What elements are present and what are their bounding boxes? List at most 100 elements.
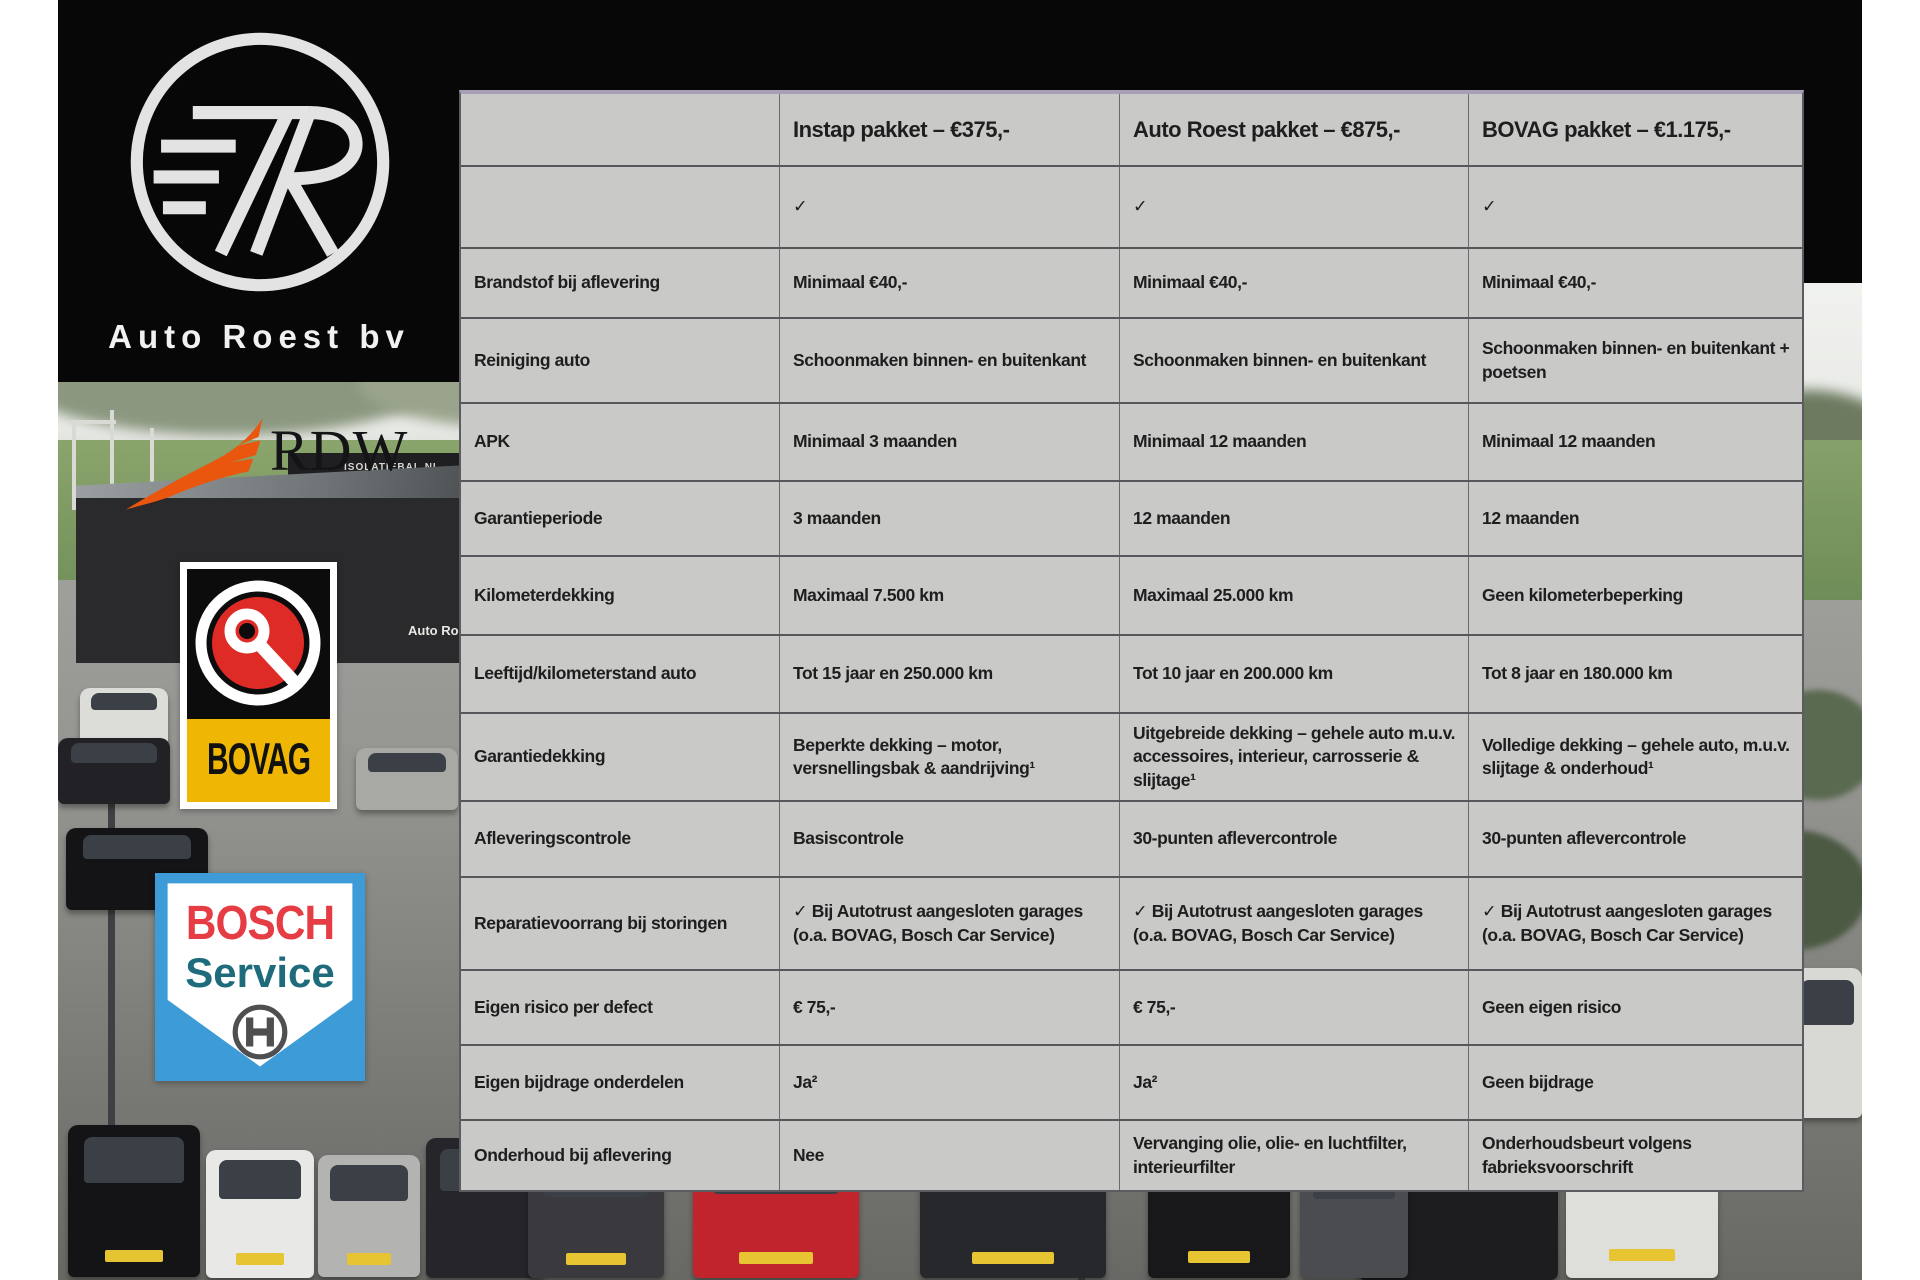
car-window bbox=[368, 752, 446, 772]
gantry-structure bbox=[70, 420, 116, 424]
table-row: Afleveringscontrole Basiscontrole 30-punte… bbox=[461, 802, 1802, 878]
parked-car bbox=[356, 748, 458, 810]
table-cell: 30-punten aflevercontrole bbox=[1120, 802, 1469, 876]
row-label: Reparatievoorrang bij storingen bbox=[461, 878, 780, 969]
row-label: Eigen risico per defect bbox=[461, 971, 780, 1044]
corner-cell bbox=[461, 94, 780, 165]
license-plate bbox=[346, 1252, 392, 1265]
table-cell: ✓ Bij Autotrust aangesloten garages (o.a… bbox=[1482, 901, 1772, 945]
row-label: Onderhoud bij aflevering bbox=[461, 1121, 780, 1190]
table-cell: Ja² bbox=[1120, 1046, 1469, 1119]
table-cell: Minimaal 3 maanden bbox=[780, 404, 1120, 480]
table-row: ✓ ✓ ✓ bbox=[461, 167, 1802, 249]
table-cell: Onderhoudsbeurt volgens fabrieksvoorschr… bbox=[1482, 1133, 1692, 1177]
table-cell: Minimaal 12 maanden bbox=[1120, 404, 1469, 480]
car-window bbox=[71, 743, 157, 764]
column-header: Instap pakket – €375,- bbox=[780, 94, 1120, 165]
bovag-wordmark: BOVAG bbox=[206, 735, 311, 785]
table-row: Eigen bijdrage onderdelen Ja² Ja² Geen bijd… bbox=[461, 1046, 1802, 1121]
table-cell: ✓ bbox=[1120, 167, 1469, 247]
table-cell: Schoonmaken binnen- en buitenkant + poet… bbox=[1482, 338, 1790, 382]
car-window bbox=[83, 834, 191, 860]
row-label: Afleveringscontrole bbox=[461, 802, 780, 876]
table-cell: Geen kilometerbeperking bbox=[1482, 584, 1683, 605]
car-window bbox=[90, 692, 158, 711]
license-plate bbox=[236, 1253, 284, 1266]
gantry-structure bbox=[72, 420, 76, 510]
parked-car bbox=[68, 1125, 200, 1277]
rdw-wing-icon bbox=[125, 418, 263, 510]
table-row: Garantieperiode 3 maanden 12 maanden 12 maa… bbox=[461, 482, 1802, 557]
table-cell: Ja² bbox=[780, 1046, 1120, 1119]
table-cell: Tot 10 jaar en 200.000 km bbox=[1120, 636, 1469, 712]
table-row: Garantiedekking Beperkte dekking – motor,… bbox=[461, 714, 1802, 802]
parked-car bbox=[80, 688, 168, 746]
bosch-service-logo: BOSCH Service bbox=[155, 873, 365, 1081]
table-cell: Tot 8 jaar en 180.000 km bbox=[1482, 663, 1673, 684]
table-cell: Basiscontrole bbox=[780, 802, 1120, 876]
table-cell: Minimaal €40,- bbox=[1120, 249, 1469, 317]
table-cell: Minimaal 12 maanden bbox=[1482, 431, 1656, 452]
auto-roest-logo: Auto Roest bv bbox=[58, 0, 460, 382]
row-label: Eigen bijdrage onderdelen bbox=[461, 1046, 780, 1119]
table-cell: € 75,- bbox=[780, 971, 1120, 1044]
bovag-emblem bbox=[187, 569, 330, 719]
car-window bbox=[218, 1160, 302, 1199]
table-cell: Uitgebreide dekking – gehele auto m.u.v.… bbox=[1120, 714, 1469, 800]
gantry-structure bbox=[150, 428, 154, 508]
table-row: Onderhoud bij aflevering Nee Vervanging ol… bbox=[461, 1121, 1802, 1190]
column-header: BOVAG pakket – €1.175,- bbox=[1482, 116, 1731, 142]
license-plate bbox=[739, 1252, 813, 1265]
table-cell: Volledige dekking – gehele auto, m.u.v. … bbox=[1482, 734, 1790, 778]
parked-car bbox=[58, 738, 170, 804]
table-cell: Maximaal 25.000 km bbox=[1120, 557, 1469, 634]
license-plate bbox=[566, 1253, 626, 1265]
bovag-wheel-icon bbox=[195, 580, 321, 706]
row-label: Garantieperiode bbox=[461, 482, 780, 555]
row-label: Brandstof bij aflevering bbox=[461, 249, 780, 317]
table-cell: 30-punten aflevercontrole bbox=[1482, 828, 1686, 849]
table-row: Reiniging auto Schoonmaken binnen- en bui… bbox=[461, 319, 1802, 404]
table-cell: Minimaal €40,- bbox=[780, 249, 1120, 317]
car-window bbox=[330, 1164, 408, 1202]
table-cell: Schoonmaken binnen- en buitenkant bbox=[1120, 319, 1469, 402]
parked-car bbox=[1793, 968, 1862, 1118]
table-cell: 3 maanden bbox=[780, 482, 1120, 555]
table-row: Reparatievoorrang bij storingen ✓ Bij Aut… bbox=[461, 878, 1802, 971]
car-window bbox=[1801, 980, 1854, 1025]
license-plate bbox=[104, 1249, 164, 1262]
car-window bbox=[83, 1137, 185, 1183]
row-label: Kilometerdekking bbox=[461, 557, 780, 634]
rdw-logo: RDW bbox=[115, 415, 407, 520]
rdw-wordmark: RDW bbox=[270, 418, 409, 483]
table-cell: Geen bijdrage bbox=[1482, 1071, 1594, 1092]
table-cell: ✓ bbox=[780, 167, 1120, 247]
parked-car bbox=[318, 1155, 420, 1277]
bovag-wordmark-band: BOVAG bbox=[187, 719, 330, 802]
table-cell: ✓ Bij Autotrust aangesloten garages (o.a… bbox=[780, 878, 1120, 969]
table-row: Kilometerdekking Maximaal 7.500 km Maximaa… bbox=[461, 557, 1802, 636]
table-cell: ✓ Bij Autotrust aangesloten garages (o.a… bbox=[1120, 878, 1469, 969]
building-banner-text: ISOLATIEBAL.NL bbox=[344, 462, 441, 473]
license-plate bbox=[972, 1252, 1054, 1264]
bosch-wordmark: BOSCH bbox=[185, 894, 335, 950]
table-cell: Tot 15 jaar en 250.000 km bbox=[780, 636, 1120, 712]
package-table: Instap pakket – €375,- Auto Roest pakket … bbox=[459, 90, 1804, 1192]
table-row: Brandstof bij aflevering Minimaal €40,- Mi… bbox=[461, 249, 1802, 319]
table-row: APK Minimaal 3 maanden Minimaal 12 maanden… bbox=[461, 404, 1802, 482]
table-cell: Minimaal €40,- bbox=[1482, 272, 1597, 293]
column-header: Auto Roest pakket – €875,- bbox=[1120, 94, 1469, 165]
table-cell: Vervanging olie, olie- en luchtfilter, i… bbox=[1120, 1121, 1469, 1190]
table-cell: Geen eigen risico bbox=[1482, 996, 1622, 1017]
license-plate bbox=[1187, 1251, 1251, 1263]
bosch-service-wordmark: Service bbox=[185, 949, 335, 996]
parked-car bbox=[206, 1150, 314, 1278]
table-header-row: Instap pakket – €375,- Auto Roest pakket … bbox=[461, 94, 1802, 167]
row-label bbox=[461, 167, 780, 247]
table-row: Eigen risico per defect € 75,- € 75,- Geen … bbox=[461, 971, 1802, 1046]
auto-roest-wordmark: Auto Roest bv bbox=[108, 318, 410, 355]
gantry-structure bbox=[110, 410, 114, 510]
bovag-logo: BOVAG bbox=[180, 562, 337, 809]
table-cell: € 75,- bbox=[1120, 971, 1469, 1044]
